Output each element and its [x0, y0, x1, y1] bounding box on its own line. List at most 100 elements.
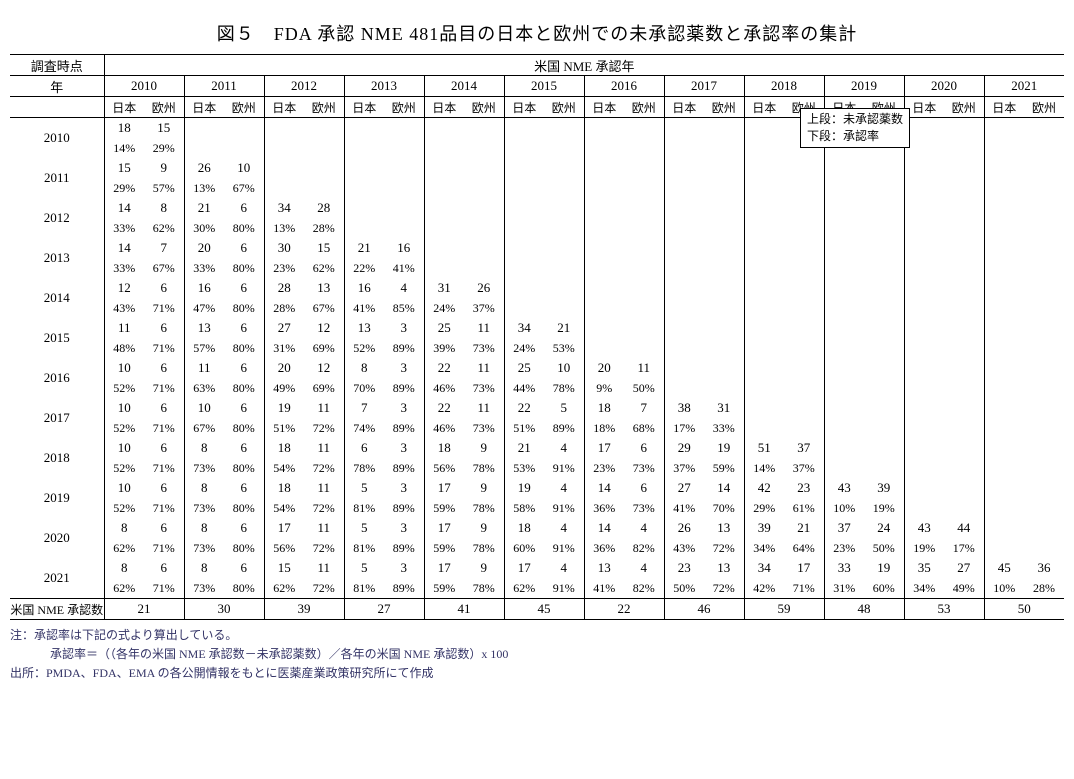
pct-jp: 29% — [744, 498, 784, 518]
empty-cell — [224, 118, 264, 139]
count-jp: 26 — [664, 518, 704, 538]
empty-cell — [984, 178, 1024, 198]
empty-cell — [464, 178, 504, 198]
pct-eu: 78% — [464, 498, 504, 518]
header-eu: 欧州 — [944, 97, 984, 118]
count-eu: 11 — [464, 358, 504, 378]
empty-cell — [904, 458, 944, 478]
empty-cell — [824, 238, 864, 258]
pct-eu: 62% — [304, 258, 344, 278]
pct-jp: 29% — [104, 178, 144, 198]
count-eu: 4 — [624, 558, 664, 578]
count-eu: 6 — [144, 318, 184, 338]
empty-cell — [584, 218, 624, 238]
empty-cell — [504, 238, 544, 258]
empty-cell — [744, 278, 784, 298]
count-jp: 8 — [184, 518, 224, 538]
empty-cell — [784, 198, 824, 218]
count-jp: 20 — [184, 238, 224, 258]
empty-cell — [864, 238, 904, 258]
count-jp: 25 — [504, 358, 544, 378]
empty-cell — [864, 318, 904, 338]
row-year: 2015 — [10, 318, 104, 358]
count-jp: 26 — [184, 158, 224, 178]
pct-eu: 29% — [144, 138, 184, 158]
empty-cell — [864, 398, 904, 418]
count-eu: 3 — [384, 318, 424, 338]
empty-cell — [904, 358, 944, 378]
footer-val: 46 — [664, 599, 744, 620]
count-eu: 19 — [704, 438, 744, 458]
empty-cell — [984, 538, 1024, 558]
empty-cell — [904, 498, 944, 518]
empty-cell — [664, 338, 704, 358]
pct-jp: 81% — [344, 538, 384, 558]
empty-cell — [1024, 358, 1064, 378]
empty-cell — [384, 118, 424, 139]
empty-cell — [864, 278, 904, 298]
count-jp: 30 — [264, 238, 304, 258]
pct-jp: 51% — [264, 418, 304, 438]
header-eu: 欧州 — [544, 97, 584, 118]
pct-jp: 10% — [984, 578, 1024, 599]
empty-cell — [584, 198, 624, 218]
empty-cell — [824, 198, 864, 218]
pct-eu: 78% — [464, 458, 504, 478]
footer-val: 48 — [824, 599, 904, 620]
empty-cell — [1024, 258, 1064, 278]
count-jp: 8 — [104, 518, 144, 538]
empty-cell — [984, 198, 1024, 218]
empty-cell — [624, 178, 664, 198]
empty-cell — [584, 138, 624, 158]
empty-cell — [544, 198, 584, 218]
pct-eu: 80% — [224, 378, 264, 398]
count-jp: 17 — [424, 478, 464, 498]
empty-cell — [744, 218, 784, 238]
count-jp: 21 — [344, 238, 384, 258]
count-jp: 51 — [744, 438, 784, 458]
pct-eu: 70% — [704, 498, 744, 518]
empty-cell — [984, 278, 1024, 298]
pct-eu: 68% — [624, 418, 664, 438]
count-eu: 6 — [144, 278, 184, 298]
empty-cell — [824, 338, 864, 358]
empty-cell — [944, 478, 984, 498]
pct-jp: 41% — [664, 498, 704, 518]
count-eu: 26 — [464, 278, 504, 298]
footer-label: 米国 NME 承認数 — [10, 599, 104, 620]
count-eu: 3 — [384, 478, 424, 498]
row-year: 2010 — [10, 118, 104, 159]
count-eu: 16 — [384, 238, 424, 258]
empty-cell — [264, 178, 304, 198]
pct-jp: 73% — [184, 578, 224, 599]
empty-cell — [944, 198, 984, 218]
count-eu: 3 — [384, 518, 424, 538]
header-survey: 調査時点 — [10, 55, 104, 76]
empty-cell — [984, 318, 1024, 338]
empty-cell — [944, 398, 984, 418]
pct-jp: 54% — [264, 498, 304, 518]
pct-jp: 59% — [424, 578, 464, 599]
empty-cell — [984, 158, 1024, 178]
empty-cell — [824, 178, 864, 198]
pct-jp: 81% — [344, 578, 384, 599]
count-eu: 7 — [144, 238, 184, 258]
empty-cell — [784, 378, 824, 398]
count-jp: 42 — [744, 478, 784, 498]
empty-cell — [1024, 178, 1064, 198]
pct-jp: 78% — [344, 458, 384, 478]
pct-eu: 17% — [944, 538, 984, 558]
pct-eu: 33% — [704, 418, 744, 438]
empty-cell — [944, 158, 984, 178]
empty-cell — [704, 278, 744, 298]
empty-cell — [664, 178, 704, 198]
pct-jp: 63% — [184, 378, 224, 398]
empty-cell — [344, 118, 384, 139]
count-jp: 8 — [184, 558, 224, 578]
pct-jp: 30% — [184, 218, 224, 238]
empty-cell — [824, 158, 864, 178]
pct-eu: 72% — [704, 578, 744, 599]
count-eu: 39 — [864, 478, 904, 498]
count-eu: 4 — [544, 518, 584, 538]
count-eu: 6 — [224, 438, 264, 458]
